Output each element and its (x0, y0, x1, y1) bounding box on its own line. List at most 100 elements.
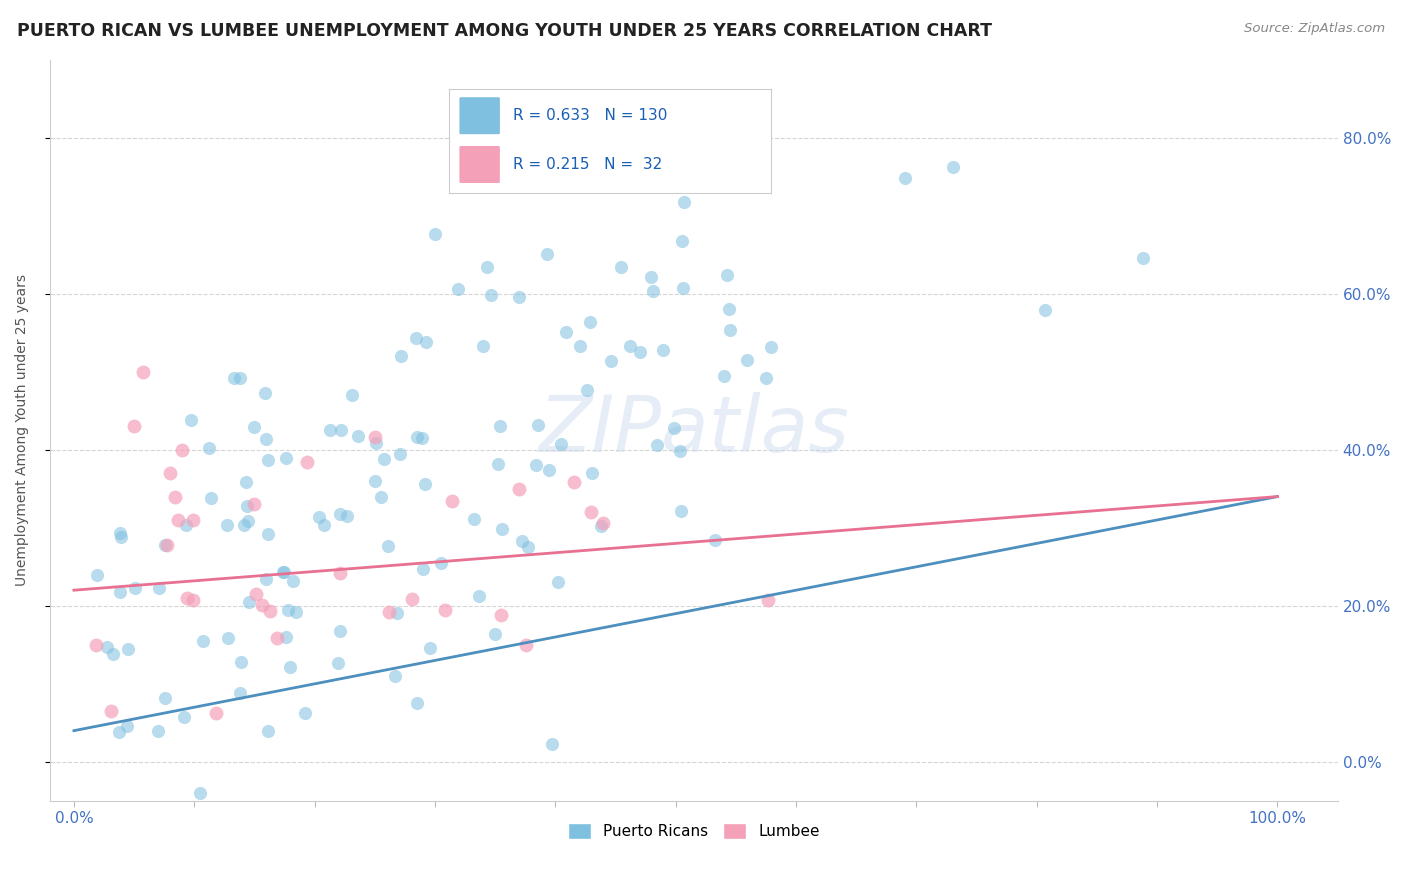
Point (243, 497, 266, 511)
Point (387, 606, 409, 620)
Point (568, 339, 591, 353)
Point (191, 634, 214, 648)
Point (515, 639, 537, 653)
Point (581, 466, 603, 480)
Point (273, 565, 295, 579)
Point (415, 334, 437, 349)
Point (942, 160, 965, 174)
Point (484, 627, 506, 641)
Point (401, 592, 423, 607)
Point (756, 593, 779, 607)
Point (477, 260, 499, 274)
Point (671, 503, 693, 517)
Point (180, 413, 202, 427)
Point (153, 690, 176, 705)
Point (284, 606, 307, 620)
Point (312, 518, 335, 533)
Point (274, 450, 297, 465)
Legend: Puerto Ricans, Lumbee: Puerto Ricans, Lumbee (561, 817, 825, 845)
Point (610, 260, 633, 274)
Point (672, 281, 695, 295)
Point (486, 457, 509, 471)
Point (471, 339, 494, 353)
Text: Source: ZipAtlas.com: Source: ZipAtlas.com (1244, 22, 1385, 36)
Point (704, 533, 727, 548)
Point (603, 146, 626, 161)
Point (581, 505, 603, 519)
Point (713, 368, 735, 383)
Point (172, 442, 194, 457)
Point (276, 630, 298, 644)
Point (238, 594, 260, 608)
Point (318, 423, 340, 437)
Text: PUERTO RICAN VS LUMBEE UNEMPLOYMENT AMONG YOUTH UNDER 25 YEARS CORRELATION CHART: PUERTO RICAN VS LUMBEE UNEMPLOYMENT AMON… (17, 22, 991, 40)
Point (108, 526, 131, 541)
Point (271, 565, 294, 579)
Point (508, 290, 530, 304)
Point (236, 514, 259, 528)
Point (122, 419, 145, 434)
Point (190, 786, 212, 800)
Point (554, 326, 576, 340)
Point (329, 624, 352, 639)
Point (233, 517, 256, 532)
Point (100, 704, 122, 718)
Point (489, 607, 512, 622)
Point (412, 562, 434, 576)
Point (110, 530, 132, 544)
Point (336, 508, 359, 523)
Point (163, 490, 186, 504)
Point (668, 444, 690, 458)
Point (254, 572, 277, 586)
Point (217, 632, 239, 646)
Point (378, 605, 401, 619)
Point (329, 566, 352, 581)
Point (132, 365, 155, 379)
Point (619, 339, 641, 353)
Point (108, 584, 131, 599)
Point (662, 421, 685, 435)
Point (101, 647, 124, 661)
Point (600, 354, 623, 368)
Point (215, 518, 238, 533)
Point (759, 340, 782, 354)
Point (281, 574, 304, 588)
Point (538, 463, 561, 477)
Point (405, 331, 427, 345)
Point (391, 349, 413, 363)
Point (330, 423, 353, 437)
Point (463, 511, 485, 525)
Point (278, 659, 301, 673)
Point (536, 247, 558, 261)
Point (297, 455, 319, 469)
Point (256, 453, 278, 467)
Point (406, 697, 429, 711)
Point (326, 656, 349, 670)
Point (159, 466, 181, 480)
Point (155, 538, 177, 552)
Point (235, 500, 257, 514)
Point (718, 322, 741, 336)
Point (447, 282, 470, 296)
Point (508, 482, 530, 496)
Point (479, 288, 502, 302)
Point (148, 581, 170, 595)
Point (640, 269, 662, 284)
Point (254, 385, 277, 400)
Point (575, 384, 598, 398)
Point (167, 513, 190, 527)
Point (716, 268, 738, 282)
Point (254, 432, 277, 446)
Point (384, 669, 406, 683)
Point (673, 195, 696, 210)
Point (146, 723, 169, 738)
Point (652, 343, 675, 357)
Point (894, 170, 917, 185)
Point (526, 417, 548, 432)
Point (181, 513, 204, 527)
Point (377, 539, 399, 553)
Point (156, 538, 179, 552)
Text: ZIPatlas: ZIPatlas (538, 392, 849, 468)
Point (364, 474, 387, 488)
Point (433, 603, 456, 617)
